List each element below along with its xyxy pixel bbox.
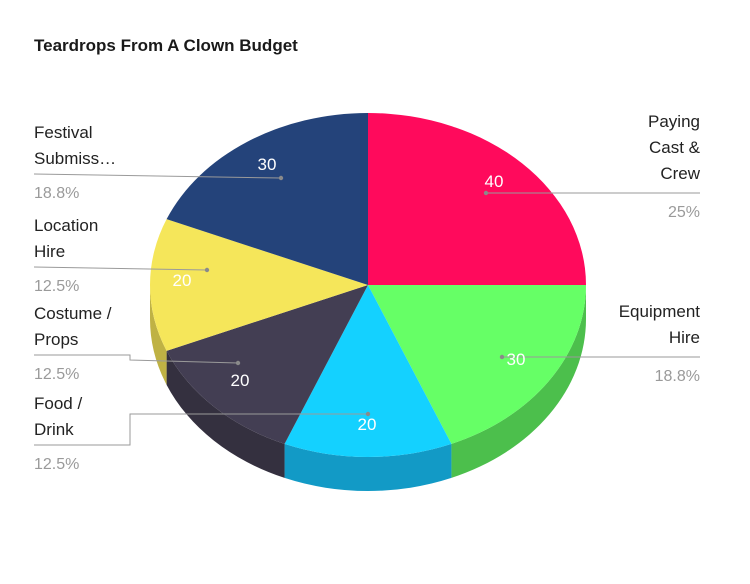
leader-dot-festival-submiss (278, 175, 284, 181)
slice-label-food-drink: Food / Drink 12.5% (34, 394, 371, 473)
slice-name-food-drink-line-1: Food / (34, 394, 82, 413)
slice-percent-food-drink: 12.5% (34, 456, 79, 473)
leader-line-food-drink (34, 413, 368, 446)
pie-slice-paying-cast-crew (368, 113, 586, 285)
slice-name-festival-submiss-line-1: Festival (34, 123, 93, 142)
data-label-location-hire: 20 (173, 271, 192, 290)
leader-line-festival-submiss (33, 173, 282, 179)
slice-percent-festival-submiss: 18.8% (34, 185, 79, 202)
pie-slice-equipment-hire (368, 285, 586, 444)
leader-line-location-hire (33, 266, 208, 271)
data-label-food-drink: 20 (358, 415, 377, 434)
slice-name-location-hire-line-1: Location (34, 216, 98, 235)
pie-slice-location-hire (150, 219, 368, 351)
pie-side-location-hire (150, 285, 167, 385)
slice-name-food-drink-line-2: Drink (34, 420, 74, 439)
slice-name-equipment-hire-line-1: Equipment (619, 302, 701, 321)
slice-name-costume-props-line-1: Costume / (34, 304, 112, 323)
leader-dot-location-hire (204, 267, 210, 273)
slice-name-equipment-hire-line-2: Hire (669, 328, 700, 347)
slice-percent-paying-cast-crew: 25% (668, 204, 700, 221)
leader-dot-costume-props (235, 360, 241, 366)
slice-label-costume-props: Costume / Props 12.5% (34, 304, 241, 383)
leader-dot-food-drink (365, 411, 371, 417)
leader-line-costume-props (34, 354, 239, 364)
slice-label-location-hire: Location Hire 12.5% (33, 216, 210, 295)
pie-side-food-drink (284, 443, 452, 491)
pie-slice-festival-submiss (166, 112, 368, 285)
slice-name-paying-cast-crew-line-2: Cast & (649, 138, 701, 157)
leader-dot-equipment-hire (499, 354, 505, 360)
pie-slice-costume-props (166, 285, 368, 444)
slice-name-costume-props-line-2: Props (34, 330, 78, 349)
data-label-equipment-hire: 30 (507, 350, 526, 369)
data-label-festival-submiss: 30 (258, 155, 277, 174)
data-label-paying-cast-crew: 40 (485, 172, 504, 191)
pie-side-equipment-hire (451, 285, 586, 478)
slice-percent-location-hire: 12.5% (34, 278, 79, 295)
slice-percent-costume-props: 12.5% (34, 366, 79, 383)
data-label-costume-props: 20 (231, 371, 250, 390)
chart-title: Teardrops From A Clown Budget (34, 36, 298, 55)
slice-name-festival-submiss-line-2: Submiss… (34, 149, 116, 168)
slice-label-equipment-hire: Equipment Hire 18.8% (499, 302, 701, 385)
pie-side-costume-props (166, 350, 285, 478)
slice-label-paying-cast-crew: Paying Cast & Crew 25% (483, 112, 701, 221)
slice-name-paying-cast-crew-line-1: Paying (648, 112, 700, 131)
slice-percent-equipment-hire: 18.8% (655, 368, 700, 385)
slice-name-location-hire-line-2: Hire (34, 242, 65, 261)
slice-label-festival-submiss: Festival Submiss… 18.8% (33, 123, 284, 202)
slice-name-paying-cast-crew-line-3: Crew (660, 164, 700, 183)
leader-dot-paying-cast-crew (483, 190, 489, 196)
